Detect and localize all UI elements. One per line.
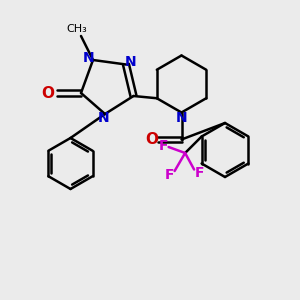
- Text: N: N: [98, 111, 109, 124]
- Text: F: F: [158, 139, 168, 152]
- Text: F: F: [164, 168, 174, 182]
- Text: CH₃: CH₃: [66, 23, 87, 34]
- Text: F: F: [195, 166, 204, 180]
- Text: N: N: [83, 51, 94, 64]
- Text: O: O: [41, 85, 55, 100]
- Text: O: O: [146, 132, 159, 147]
- Text: N: N: [125, 55, 136, 69]
- Text: N: N: [176, 111, 187, 125]
